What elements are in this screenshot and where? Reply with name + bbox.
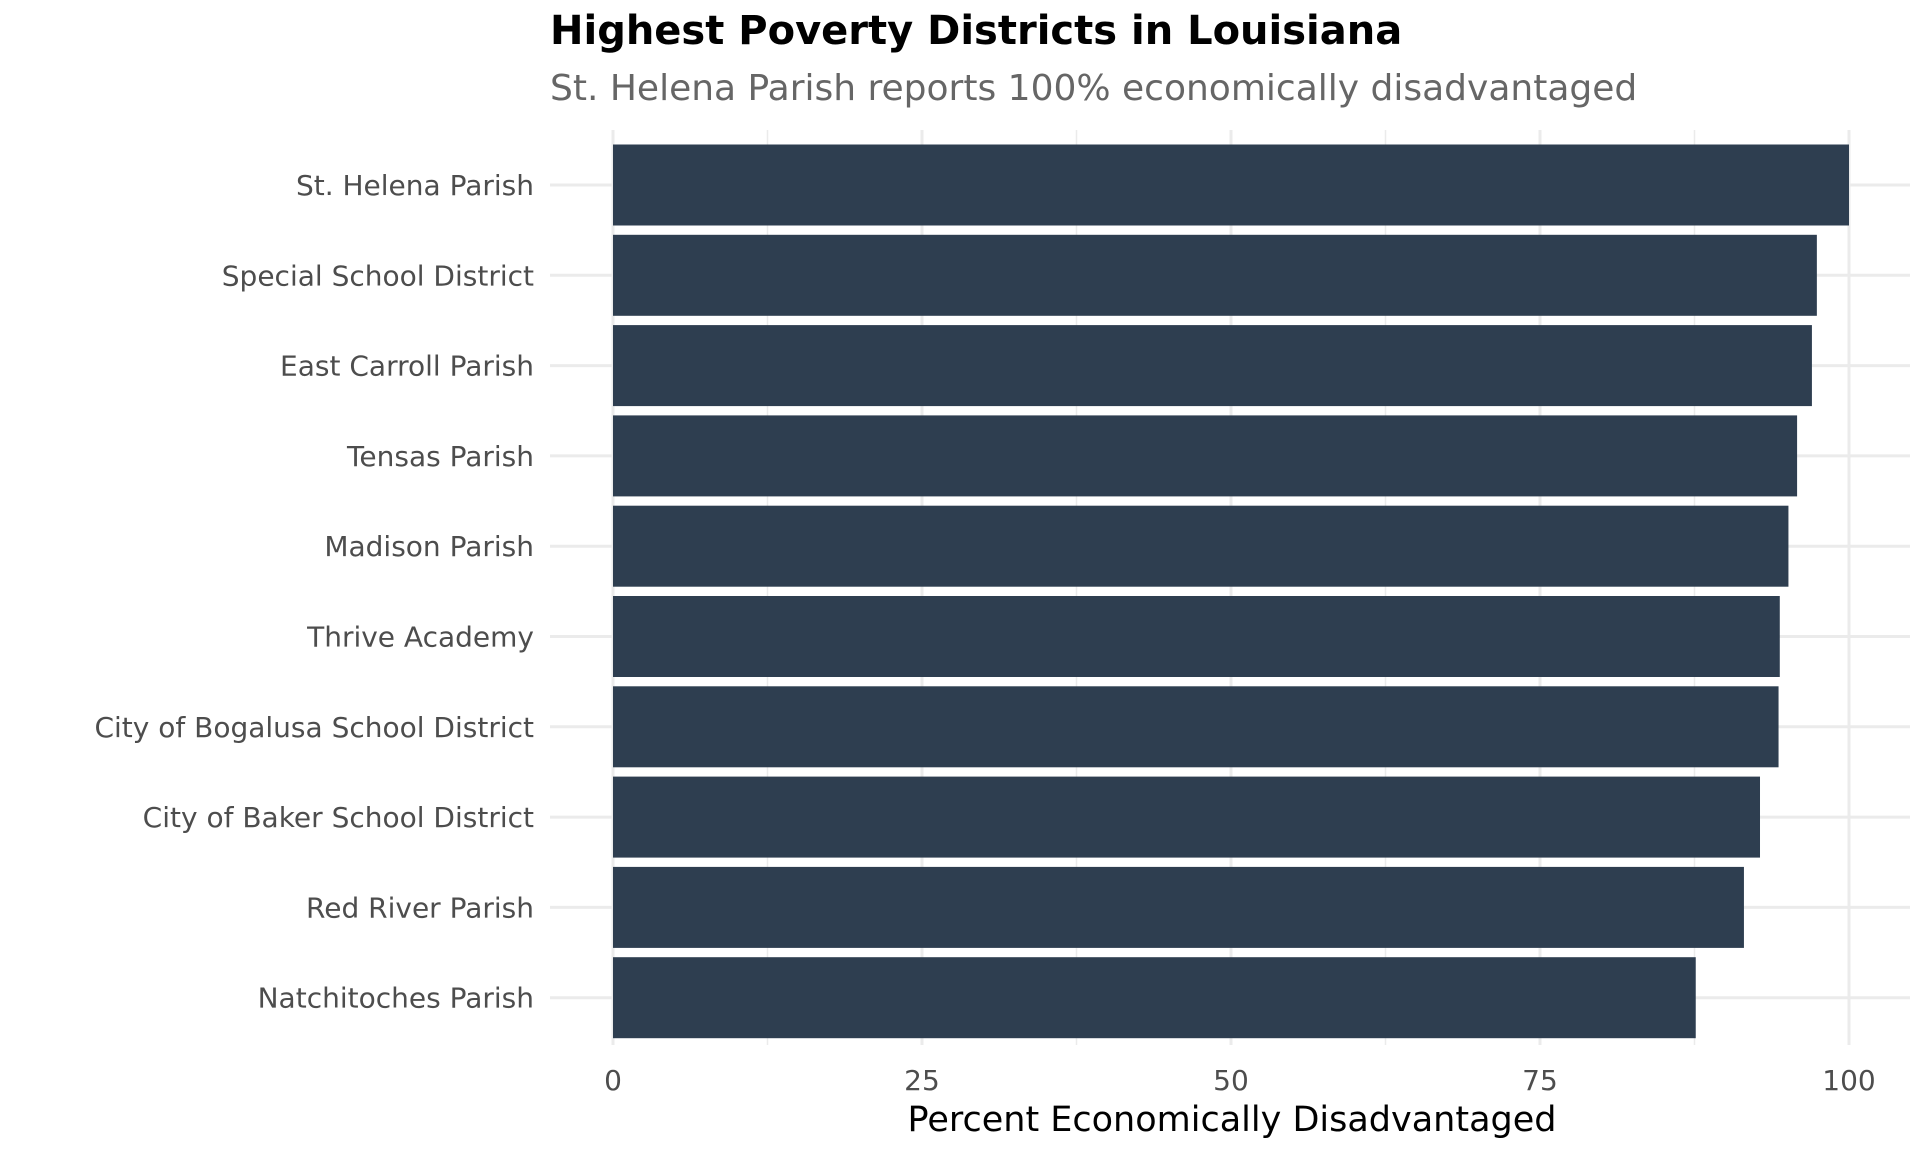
category-label: Red River Parish [306,891,534,924]
bar [613,325,1812,407]
bar [613,234,1817,316]
category-label: Special School District [222,259,534,292]
chart-subtitle: St. Helena Parish reports 100% economica… [550,68,1638,109]
category-label: Tensas Parish [346,440,534,473]
category-label: Thrive Academy [306,621,534,654]
category-label: East Carroll Parish [280,350,534,383]
x-tick-label: 25 [904,1064,940,1097]
x-tick-label: 0 [604,1064,622,1097]
x-tick-label: 75 [1522,1064,1558,1097]
x-tick-labels: 0 25 50 75 100 [604,1064,1876,1097]
x-axis-title: Percent Economically Disadvantaged [907,1100,1556,1140]
category-label: Natchitoches Parish [258,982,534,1015]
bar [613,776,1761,858]
category-labels: St. Helena Parish Special School District… [94,169,534,1015]
bar [613,866,1744,948]
category-label: Madison Parish [324,530,534,563]
x-tick-label: 50 [1213,1064,1249,1097]
bar [613,505,1789,587]
category-label: St. Helena Parish [296,169,534,202]
bar [613,957,1696,1039]
category-label: City of Baker School District [143,801,534,834]
chart-title: Highest Poverty Districts in Louisiana [550,8,1403,54]
x-tick-label: 100 [1822,1064,1875,1097]
category-label: City of Bogalusa School District [94,711,534,744]
bar [613,686,1779,768]
bars [613,144,1849,1039]
bar [613,596,1780,677]
bar [613,144,1849,226]
bar [613,415,1798,497]
